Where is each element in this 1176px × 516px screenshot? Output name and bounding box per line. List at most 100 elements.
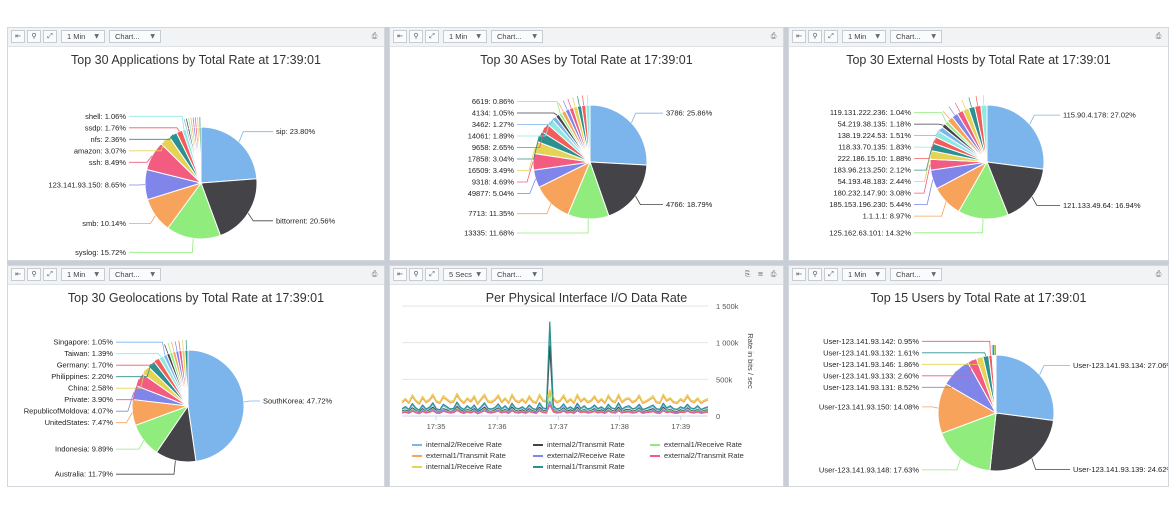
print-icon[interactable]: ⎙ <box>770 32 777 40</box>
label-connector <box>968 97 972 108</box>
pie-slice[interactable] <box>941 412 997 472</box>
pie-slice-other[interactable] <box>585 104 591 163</box>
legend-label: internal1/Transmit Rate <box>547 462 625 471</box>
chevron-down-icon: ▼ <box>150 33 155 40</box>
pie-slice-other[interactable] <box>184 349 189 407</box>
series-line[interactable] <box>401 334 709 412</box>
back-arrow-icon[interactable]: ⇤ <box>792 30 806 43</box>
pie-chart: 3786: 25.86% 4766: 18.79% 6619: 0.86% 4134:… <box>464 95 713 237</box>
label-connector <box>558 102 564 112</box>
interval-dropdown[interactable]: 1 Min ▼ <box>842 30 886 43</box>
download-icon[interactable]: ⎘ <box>744 270 751 278</box>
panel-toolbar: ⇤ ⚲ ⤢ 1 Min ▼ Chart... ▼ ⎙ <box>8 266 384 285</box>
pin-icon[interactable]: ⚲ <box>409 268 423 281</box>
expand-icon[interactable]: ⤢ <box>43 30 57 43</box>
expand-icon[interactable]: ⤢ <box>824 268 838 281</box>
data-label: 9658: 2.65% <box>472 143 514 152</box>
data-label: syslog: 15.72% <box>75 248 126 257</box>
chart-type-dropdown[interactable]: Chart... ▼ <box>491 30 543 43</box>
pin-icon[interactable]: ⚲ <box>27 268 41 281</box>
label-connector <box>562 100 568 110</box>
label-connector <box>167 343 172 353</box>
pin-icon[interactable]: ⚲ <box>808 268 822 281</box>
label-connector <box>982 95 985 106</box>
label-connector <box>914 218 984 234</box>
legend-item[interactable]: internal2/Transmit Rate <box>533 440 625 449</box>
data-label: 121.133.49.64: 16.94% <box>1063 201 1141 210</box>
interval-dropdown[interactable]: 5 Secs ▼ <box>443 268 487 281</box>
legend-item[interactable]: internal1/Receive Rate <box>412 462 502 471</box>
panel-toolbar: ⇤ ⚲ ⤢ 1 Min ▼ Chart... ▼ ⎙ <box>390 28 783 47</box>
back-arrow-icon[interactable]: ⇤ <box>792 268 806 281</box>
chart-type-dropdown[interactable]: Chart... ▼ <box>491 268 543 281</box>
series-line[interactable] <box>401 321 709 411</box>
back-arrow-icon[interactable]: ⇤ <box>393 268 407 281</box>
label-connector <box>914 201 947 217</box>
data-label: amazon: 3.07% <box>74 146 126 155</box>
legend-label: external2/Transmit Rate <box>664 451 744 460</box>
label-connector <box>991 345 993 356</box>
pie-slice-other[interactable] <box>994 354 997 414</box>
pin-icon[interactable]: ⚲ <box>27 30 41 43</box>
chart-type-dropdown[interactable]: Chart... ▼ <box>109 30 161 43</box>
data-label: 16509: 3.49% <box>468 166 515 175</box>
print-icon[interactable]: ⎙ <box>371 270 378 278</box>
data-label: User-123.141.93.132: 1.61% <box>823 348 919 357</box>
legend-item[interactable]: external2/Transmit Rate <box>650 451 744 460</box>
pie-slice[interactable] <box>937 383 998 434</box>
chart-type-dropdown[interactable]: Chart... ▼ <box>890 30 942 43</box>
legend-item[interactable]: internal2/Receive Rate <box>412 440 502 449</box>
menu-icon[interactable]: ≡ <box>757 270 764 278</box>
label-connector <box>517 117 555 125</box>
print-icon[interactable]: ⎙ <box>1155 32 1162 40</box>
series-line[interactable] <box>401 391 709 405</box>
pie-slice[interactable] <box>167 181 222 240</box>
interval-dropdown[interactable]: 1 Min ▼ <box>842 268 886 281</box>
pie-slice[interactable] <box>957 160 1009 220</box>
label-connector <box>914 179 934 206</box>
series-line[interactable] <box>401 404 709 415</box>
legend-item[interactable]: external2/Receive Rate <box>533 451 625 460</box>
back-arrow-icon[interactable]: ⇤ <box>11 30 25 43</box>
interval-dropdown[interactable]: 1 Min ▼ <box>61 30 105 43</box>
chart-type-dropdown[interactable]: Chart... ▼ <box>890 268 942 281</box>
label-connector <box>942 111 950 120</box>
print-icon[interactable]: ⎙ <box>371 32 378 40</box>
expand-icon[interactable]: ⤢ <box>824 30 838 43</box>
legend-item[interactable]: external1/Transmit Rate <box>412 451 506 460</box>
back-arrow-icon[interactable]: ⇤ <box>11 268 25 281</box>
pie-slice[interactable] <box>187 349 245 462</box>
label-connector <box>1029 114 1060 125</box>
legend-swatch <box>533 444 543 447</box>
expand-icon[interactable]: ⤢ <box>425 30 439 43</box>
pie-chart: sip: 23.80% bittorrent: 20.56% shell: 1.06… <box>48 112 335 257</box>
pie-slice[interactable] <box>200 126 258 184</box>
data-label: China: 2.58% <box>68 384 113 393</box>
pie-slice[interactable] <box>995 354 1055 422</box>
chart-type-dropdown[interactable]: Chart... ▼ <box>109 268 161 281</box>
expand-icon[interactable]: ⤢ <box>43 268 57 281</box>
interval-dropdown[interactable]: 1 Min ▼ <box>61 268 105 281</box>
expand-icon[interactable]: ⤢ <box>425 268 439 281</box>
pie-slice[interactable] <box>989 412 1055 472</box>
pie-slice[interactable] <box>589 104 648 166</box>
print-icon[interactable]: ⎙ <box>770 270 777 278</box>
print-icon[interactable]: ⎙ <box>1155 270 1162 278</box>
data-label: User-123.141.93.133: 2.60% <box>823 371 919 380</box>
series-line[interactable] <box>401 388 709 404</box>
label-connector <box>922 406 939 409</box>
pie-slice[interactable] <box>986 104 1045 170</box>
pie-slice[interactable] <box>986 161 1045 216</box>
pin-icon[interactable]: ⚲ <box>409 30 423 43</box>
legend-item[interactable]: external1/Receive Rate <box>650 440 742 449</box>
data-label: 185.153.196.230: 5.44% <box>829 200 911 209</box>
data-label: User-123.141.93.142: 0.95% <box>823 337 919 346</box>
x-tick-label: 17:36 <box>488 422 507 431</box>
series-line[interactable] <box>401 400 709 414</box>
back-arrow-icon[interactable]: ⇤ <box>393 30 407 43</box>
legend-item[interactable]: internal1/Transmit Rate <box>533 462 625 471</box>
pin-icon[interactable]: ⚲ <box>808 30 822 43</box>
interval-dropdown[interactable]: 1 Min ▼ <box>443 30 487 43</box>
data-label: User-123.141.93.131: 8.52% <box>823 383 919 392</box>
label-connector <box>517 203 552 215</box>
